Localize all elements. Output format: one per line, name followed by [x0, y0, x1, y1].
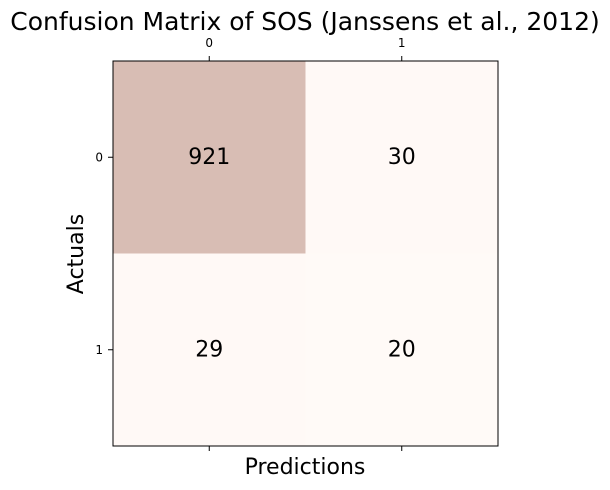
matrix-cell-1-1 [305, 253, 498, 446]
cell-value-1-1: 20 [388, 337, 416, 362]
x-tick-label-0: 0 [205, 36, 213, 50]
x-tick-label-1: 1 [398, 36, 406, 50]
y-axis-label: Actuals [64, 214, 89, 294]
y-axis-ticks: 01 [95, 150, 113, 357]
cell-value-0-1: 30 [388, 145, 416, 170]
plot-frame [112, 60, 499, 447]
cell-value-1-0: 29 [195, 337, 223, 362]
cell-value-0-0: 921 [188, 145, 230, 170]
matrix-cell-labels: 921 30 29 20 [188, 145, 416, 363]
y-tick-label-0: 0 [95, 150, 103, 164]
x-axis-label: Predictions [245, 455, 366, 480]
matrix-cell-1-0 [113, 253, 306, 446]
chart-title: Confusion Matrix of SOS (Janssens et al.… [10, 7, 600, 36]
matrix-cell-0-0 [113, 61, 306, 254]
y-tick-label-1: 1 [95, 343, 103, 357]
matrix-cells [113, 61, 498, 446]
matrix-cell-0-1 [305, 61, 498, 254]
